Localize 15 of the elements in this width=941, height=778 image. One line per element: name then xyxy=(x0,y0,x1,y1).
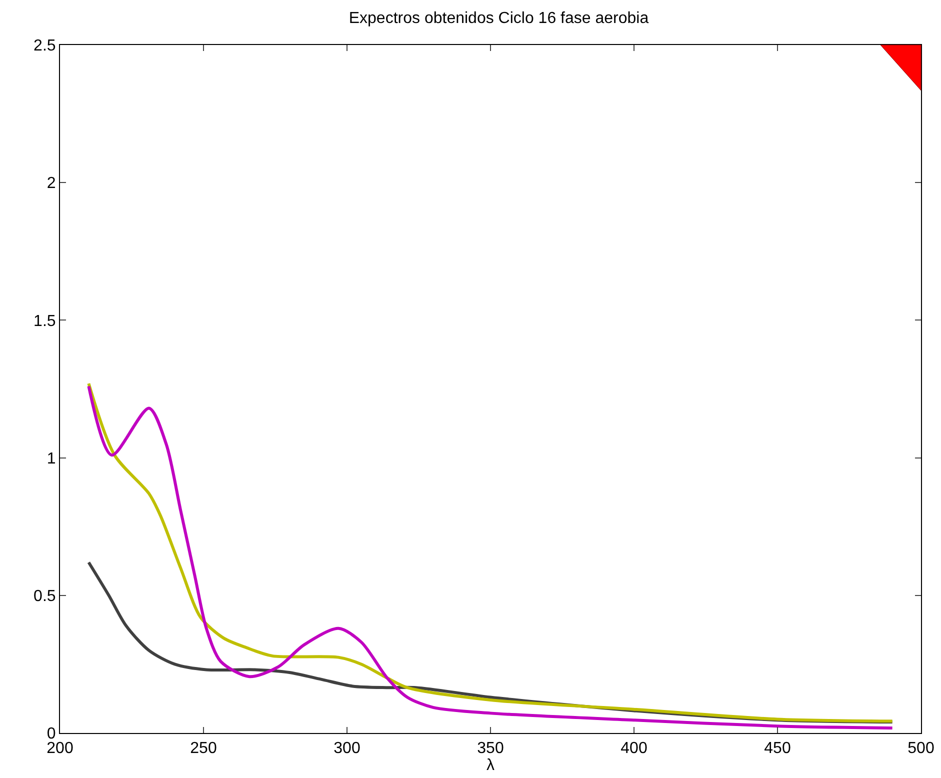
y-tick-label: 2 xyxy=(46,175,56,192)
x-axis-title: λ xyxy=(486,757,494,774)
chart-title: Expectros obtenidos Ciclo 16 fase aerobia xyxy=(348,10,649,27)
x-tick-label: 300 xyxy=(334,740,360,758)
x-tick-label: 500 xyxy=(908,740,934,758)
x-tick-label: 450 xyxy=(764,740,791,758)
x-tick-label: 400 xyxy=(620,740,648,758)
y-tick-label: 0 xyxy=(46,726,56,743)
x-tick-label: 250 xyxy=(190,740,217,758)
y-tick-label: 2.5 xyxy=(34,38,56,55)
x-tick-label: 350 xyxy=(477,740,504,758)
y-tick-label: 1 xyxy=(46,450,56,468)
x-tick-label: 200 xyxy=(46,740,74,758)
y-tick-label: 1.5 xyxy=(34,312,56,330)
y-tick-label: 0.5 xyxy=(34,588,56,605)
